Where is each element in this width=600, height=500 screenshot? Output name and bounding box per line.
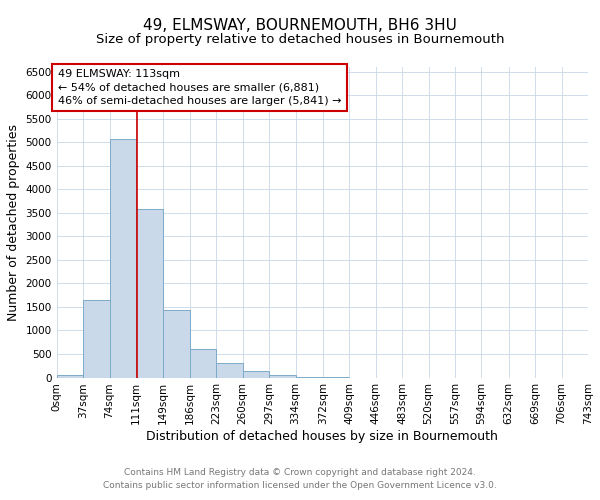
Text: Contains HM Land Registry data © Crown copyright and database right 2024.
Contai: Contains HM Land Registry data © Crown c… <box>103 468 497 490</box>
Bar <box>56 374 83 378</box>
Bar <box>269 374 296 378</box>
Bar <box>216 363 242 378</box>
Y-axis label: Number of detached properties: Number of detached properties <box>7 124 20 320</box>
Text: 49 ELMSWAY: 113sqm
← 54% of detached houses are smaller (6,881)
46% of semi-deta: 49 ELMSWAY: 113sqm ← 54% of detached hou… <box>58 70 341 106</box>
Bar <box>83 300 110 378</box>
Bar <box>242 370 269 378</box>
Text: 49, ELMSWAY, BOURNEMOUTH, BH6 3HU: 49, ELMSWAY, BOURNEMOUTH, BH6 3HU <box>143 18 457 32</box>
Bar <box>136 209 163 378</box>
Bar <box>163 310 190 378</box>
Bar <box>110 139 136 378</box>
Text: Size of property relative to detached houses in Bournemouth: Size of property relative to detached ho… <box>96 32 504 46</box>
X-axis label: Distribution of detached houses by size in Bournemouth: Distribution of detached houses by size … <box>146 430 498 443</box>
Bar <box>190 348 216 378</box>
